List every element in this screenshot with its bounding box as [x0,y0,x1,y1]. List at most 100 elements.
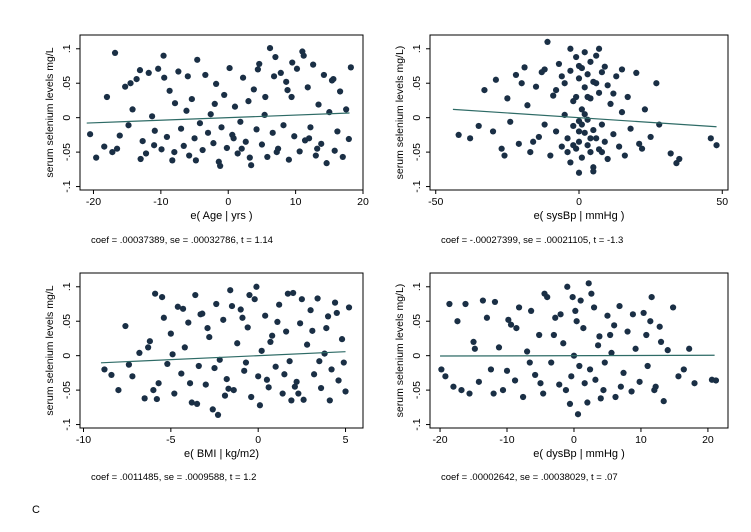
data-point [541,66,548,73]
data-point [151,142,158,149]
data-point [167,330,174,337]
data-point [581,380,588,387]
y-tick-label: .05 [61,314,73,329]
data-point [145,69,152,76]
data-point [265,384,272,391]
data-point [475,122,482,130]
data-point [564,135,571,142]
data-point [550,92,557,99]
data-point [153,395,160,403]
data-point [573,318,580,325]
data-point [284,290,291,297]
x-axis-label: e( BMI | kg/m2) [184,448,259,460]
data-point [164,360,171,368]
data-point [527,149,534,156]
data-point [669,304,677,311]
data-point [594,342,602,349]
data-point [297,320,304,327]
data-point [640,309,647,317]
data-point [578,121,585,128]
data-point [237,118,244,125]
data-point [116,132,123,139]
data-point [578,106,585,113]
data-point [535,133,542,141]
data-point [495,344,503,351]
data-point [314,295,321,302]
data-point [109,149,116,156]
data-point [590,168,597,175]
data-point [262,312,269,319]
data-point [214,411,222,419]
data-point [628,388,635,395]
data-point [660,398,667,405]
data-point [691,380,698,387]
data-point [244,324,251,331]
data-point [194,56,201,63]
data-point [320,71,328,79]
data-point [250,86,257,93]
data-point [680,366,687,373]
data-point [569,294,576,301]
x-tick-label: -10 [153,196,168,208]
data-point [166,87,173,94]
data-point [180,142,187,150]
data-point [228,302,236,310]
data-point [686,345,693,352]
data-point [584,399,591,406]
data-point [303,341,311,348]
data-point [146,338,153,345]
data-point [310,371,318,378]
data-point [664,347,671,354]
data-point [234,340,241,347]
data-point [676,155,683,163]
data-point [309,327,316,334]
data-point [277,69,284,76]
data-point [276,301,283,308]
data-point [519,393,527,401]
data-point [467,135,474,142]
panel-2-note: coef = -.00027399, se = .00021105, t = -… [441,235,624,246]
data-point [584,142,591,149]
data-point [171,100,179,107]
data-point [593,52,600,59]
data-point [604,82,611,89]
data-point [339,153,346,161]
data-point [291,383,298,390]
data-point [515,304,523,311]
data-point [171,149,178,156]
data-point [627,125,634,132]
data-point [160,314,167,321]
data-point [610,90,617,97]
data-point [657,338,665,345]
data-point [129,106,136,113]
data-point [160,52,167,59]
data-point [581,129,588,136]
data-point [122,83,129,90]
data-point [318,140,325,147]
data-point [524,102,531,109]
data-point [567,67,574,74]
data-point [593,80,600,87]
data-point [197,311,204,318]
data-point [475,378,482,385]
data-point [712,377,720,384]
data-point [454,318,461,325]
data-point [199,146,206,154]
data-point [125,361,133,368]
data-point [343,106,350,113]
data-point [713,142,720,149]
data-point [636,140,643,147]
data-point [137,155,144,163]
data-point [334,128,341,135]
data-point [269,332,276,339]
data-point [588,290,595,297]
data-point [103,93,111,101]
data-point [558,143,565,150]
data-point [568,373,575,380]
data-point [524,348,531,355]
data-point [515,140,522,147]
data-point [293,65,301,72]
data-point [300,52,307,59]
data-point [145,344,152,351]
data-point [148,113,156,120]
